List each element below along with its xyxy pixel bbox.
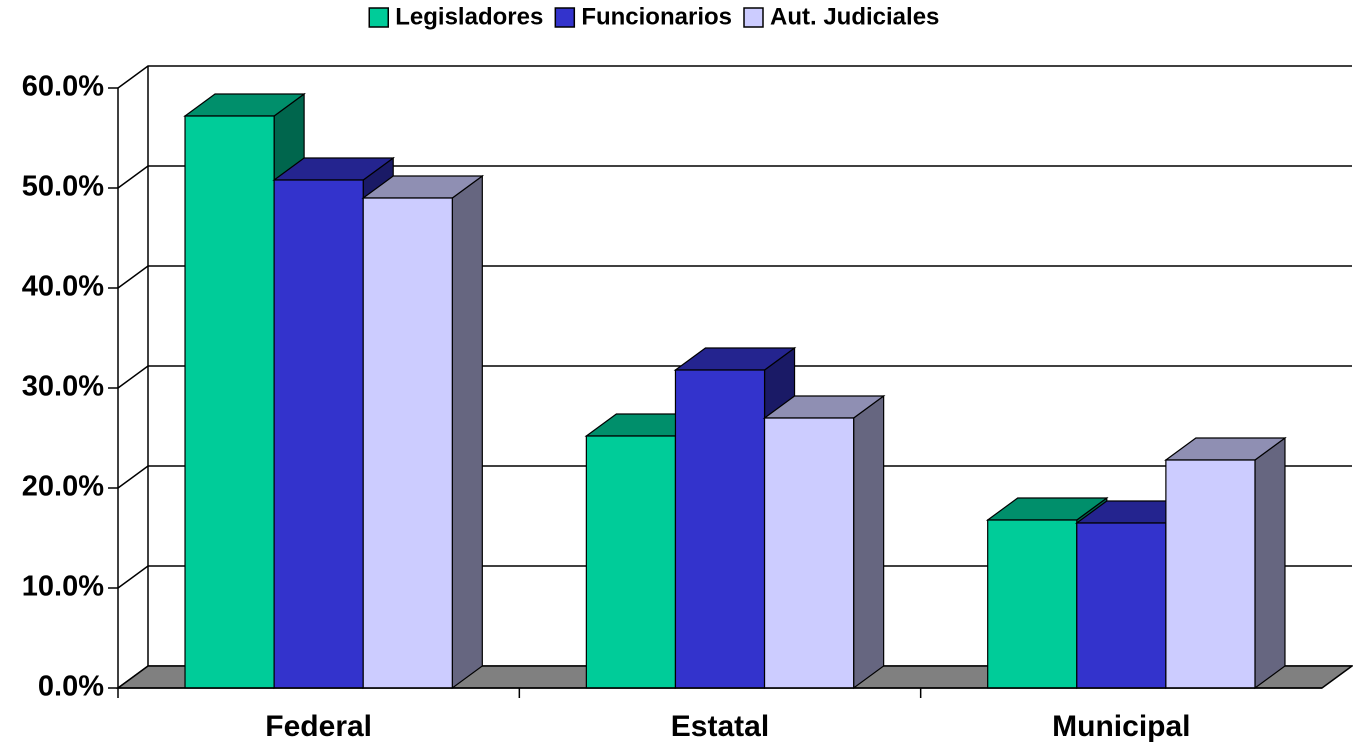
y-tick-label: 20.0% [22,471,104,503]
bar-side [1254,436,1286,690]
x-tick-label: Federal [265,710,372,743]
legend-label: Funcionarios [581,3,732,30]
x-tick-label: Estatal [671,710,769,743]
bar [1164,436,1287,690]
y-tick-label: 40.0% [22,271,104,303]
bar-side [853,394,885,690]
legend-label: Aut. Judiciales [770,3,939,30]
legend-swatch [554,7,576,28]
bar-front [987,519,1078,689]
bar [762,394,886,690]
bar [361,174,485,690]
y-tick-label: 60.0% [22,71,104,103]
y-tick-label: 50.0% [22,171,104,203]
bar-front [184,115,275,689]
legend-label: Legisladores [395,3,543,30]
y-tick-label: 0.0% [38,671,104,703]
bar-side [451,174,483,690]
bar-front [362,197,453,689]
bar-front [763,417,855,689]
legend-swatch [743,7,764,28]
bar-front [1165,459,1256,689]
x-tick-label: Municipal [1052,710,1190,743]
legend-swatch [368,7,389,28]
y-tick-label: 30.0% [22,371,104,403]
bar-front [273,179,364,689]
y-tick-label: 10.0% [22,571,104,603]
grid-line [117,65,1352,89]
bar-front [674,369,766,689]
bar-front [1076,522,1167,689]
bar-front [585,435,677,689]
